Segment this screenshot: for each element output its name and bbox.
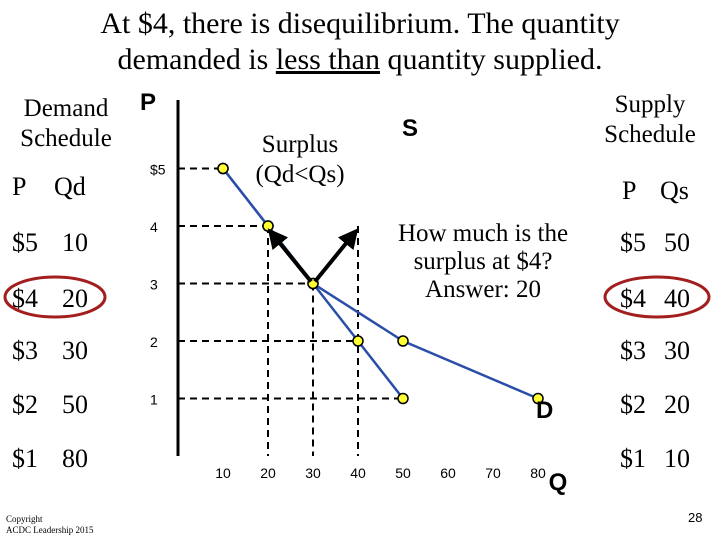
demand-curve [222,167,539,400]
demand-curve-label: D [536,397,553,424]
title-line-1: At $4, there is disequilibrium. The quan… [100,7,620,40]
y-axis-label: P [140,89,156,116]
surplus-arrow-right [313,228,359,283]
supply-row-qty: 30 [664,336,690,365]
supply-schedule-heading: Supply Schedule [588,90,712,150]
title-line-2-end: quantity supplied. [379,43,603,76]
surplus-label-line-2: (Qd<Qs) [255,161,345,188]
answer-text: Answer: 20 [425,276,541,303]
x-tick-label: 40 [350,465,366,481]
slide-title: At $4, there is disequilibrium. The quan… [0,6,720,78]
question-line-2: surplus at $4? [413,248,553,275]
copyright-notice: Copyright ACDC Leadership 2015 [6,514,94,536]
supply-row-price: $4 [620,284,646,313]
x-tick-label: 20 [260,465,276,481]
surplus-label: Surplus (Qd<Qs) [220,130,380,190]
supply-row-price: $3 [620,336,646,365]
demand-point [262,220,274,232]
demand-row-qty: 10 [62,228,88,257]
question-line-1: How much is the [397,220,569,247]
x-tick-label: 80 [530,465,546,481]
x-tick-label: 50 [395,465,411,481]
copyright-line-1: Copyright [6,514,43,524]
demand-point [532,392,544,405]
y-tick-label: 1 [150,392,158,408]
demand-row-qty: 20 [62,284,88,313]
demand-highlight-oval [3,275,107,319]
supply-col-header-qs: Qs [660,176,689,205]
supply-point [352,335,364,347]
surplus-question: How much is the surplus at $4? Answer: 2… [378,220,588,304]
x-tick-label: 30 [305,465,321,481]
supply-row-qty: 10 [664,444,690,473]
demand-point [217,162,229,175]
demand-row-price: $1 [12,444,38,473]
demand-row-qty: 30 [62,336,88,365]
surplus-label-line-1: Surplus [261,131,339,158]
demand-col-header-qd: Qd [54,172,86,201]
supply-heading-line-1: Supply [614,91,686,118]
supply-row-price: $5 [620,228,646,257]
demand-col-header-p: P [12,172,27,201]
supply-highlight-oval [603,275,711,319]
supply-curve-label: S [402,115,418,142]
y-tick-label: 2 [150,334,158,350]
supply-point [397,392,409,405]
title-underlined-phrase: less than [275,43,380,76]
demand-point [397,335,409,347]
y-tick-label: $5 [150,162,166,178]
supply-row-qty: 40 [664,284,690,313]
x-tick-label: 10 [215,465,231,481]
demand-row-price: $3 [12,336,38,365]
y-tick-label: 4 [150,219,158,235]
y-tick-label: 3 [150,277,158,293]
demand-row-price: $2 [12,390,38,419]
copyright-line-2: ACDC Leadership 2015 [6,525,94,535]
supply-row-price: $1 [620,444,646,473]
title-line-2: demanded is less than quantity supplied. [0,42,720,78]
demand-heading-line-2: Schedule [20,125,112,152]
x-axis-label: Q [549,469,568,496]
demand-row-qty: 80 [62,444,88,473]
demand-row-qty: 50 [62,390,88,419]
supply-col-header-p: P [622,176,637,205]
demand-heading-line-1: Demand [23,95,109,122]
x-tick-label: 70 [485,465,501,481]
supply-row-qty: 20 [664,390,690,419]
demand-row-price: $5 [12,228,38,257]
title-line-2-start: demanded is [117,43,276,76]
supply-row-qty: 50 [664,228,690,257]
supply-row-price: $2 [620,390,646,419]
surplus-arrow-left [267,228,313,283]
supply-heading-line-2: Schedule [604,121,696,148]
x-tick-label: 60 [440,465,456,481]
demand-schedule-heading: Demand Schedule [6,94,126,154]
slide-number: 28 [688,510,703,525]
